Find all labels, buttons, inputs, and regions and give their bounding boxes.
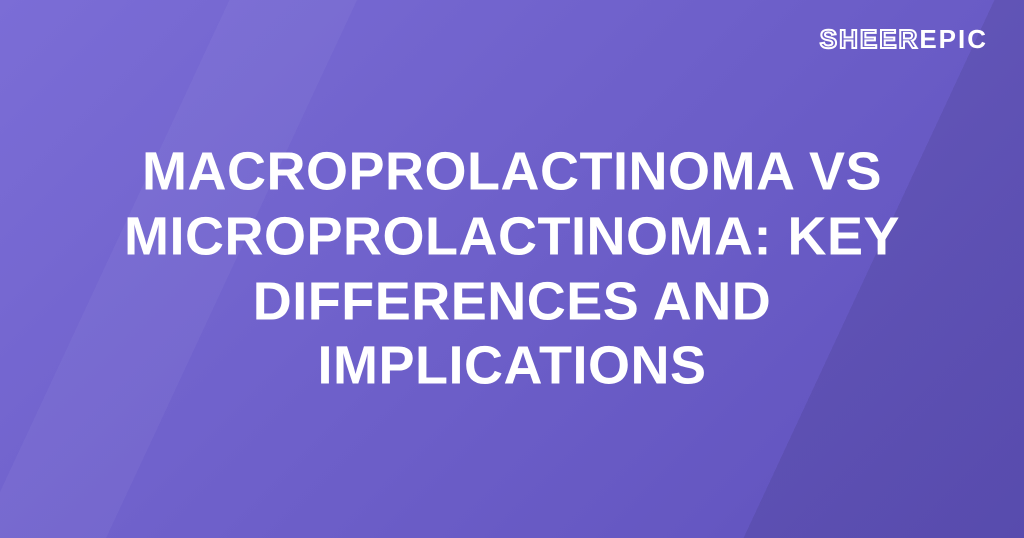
title-container: MACROPROLACTINOMA VS MICROPROLACTINOMA: …: [51, 139, 973, 398]
brand-logo: SHEEREPIC: [820, 24, 988, 55]
page-title: MACROPROLACTINOMA VS MICROPROLACTINOMA: …: [51, 139, 973, 398]
logo-part-2: EPIC: [919, 24, 988, 55]
logo-part-1: SHEER: [820, 24, 920, 55]
